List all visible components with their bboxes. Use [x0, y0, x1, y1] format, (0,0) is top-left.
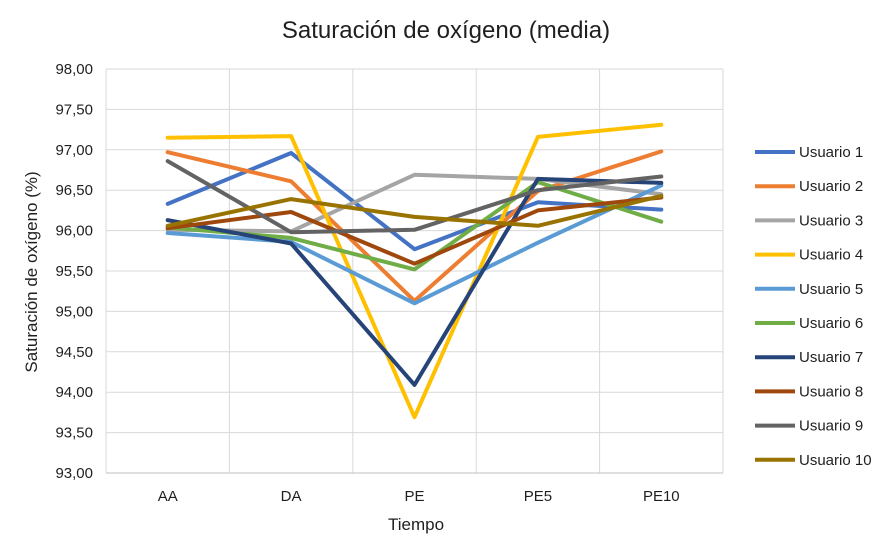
x-tick-label: AA — [158, 488, 178, 505]
y-tick-label: 96,00 — [55, 223, 93, 240]
y-tick-label: 95,50 — [55, 263, 93, 280]
x-axis-title: Tiempo — [388, 515, 444, 534]
series-line-usuario-6 — [165, 180, 664, 272]
y-tick-label: 98,00 — [55, 61, 93, 78]
legend-label: Usuario 4 — [799, 247, 863, 264]
y-axis-title: Saturación de oxígeno (%) — [22, 171, 41, 372]
legend-label: Usuario 6 — [799, 315, 863, 332]
legend: Usuario 1 Usuario 2 Usuario 3 Usuario 4 Usua… — [755, 144, 872, 469]
x-tick-label: PE10 — [643, 488, 680, 505]
y-tick-label: 97,50 — [55, 101, 93, 118]
y-tick-label: 93,00 — [55, 465, 93, 482]
chart-title: Saturación de oxígeno (media) — [282, 17, 610, 44]
series-line-usuario-2 — [165, 149, 664, 303]
legend-label: Usuario 7 — [799, 349, 863, 366]
series-line-usuario-10 — [165, 193, 664, 228]
series-line-usuario-5 — [165, 183, 664, 306]
legend-label: Usuario 2 — [799, 178, 863, 195]
y-tick-label: 94,50 — [55, 344, 93, 361]
legend-label: Usuario 1 — [799, 144, 863, 161]
y-tick-label: 95,00 — [55, 303, 93, 320]
legend-label: Usuario 9 — [799, 418, 863, 435]
legend-label: Usuario 10 — [799, 452, 872, 469]
legend-label: Usuario 8 — [799, 383, 863, 400]
y-tick-label: 97,00 — [55, 142, 93, 159]
y-tick-label: 96,50 — [55, 182, 93, 199]
x-tick-label: PE — [404, 488, 424, 505]
series-line-usuario-7 — [165, 176, 664, 387]
x-tick-label: DA — [281, 488, 302, 505]
series-lines — [165, 122, 664, 420]
y-tick-label: 93,50 — [55, 425, 93, 442]
y-tick-label: 94,00 — [55, 384, 93, 401]
y-axis-ticks: 98,00 97,50 97,00 96,50 96,00 95,50 95,00 94,50… — [55, 61, 93, 482]
series-line-usuario-8 — [165, 195, 664, 266]
legend-label: Usuario 5 — [799, 281, 863, 298]
series-line-usuario-4 — [165, 122, 664, 420]
legend-label: Usuario 3 — [799, 212, 863, 229]
x-axis-ticks: AA DA PE PE5 PE10 — [158, 488, 680, 505]
x-tick-label: PE5 — [524, 488, 552, 505]
